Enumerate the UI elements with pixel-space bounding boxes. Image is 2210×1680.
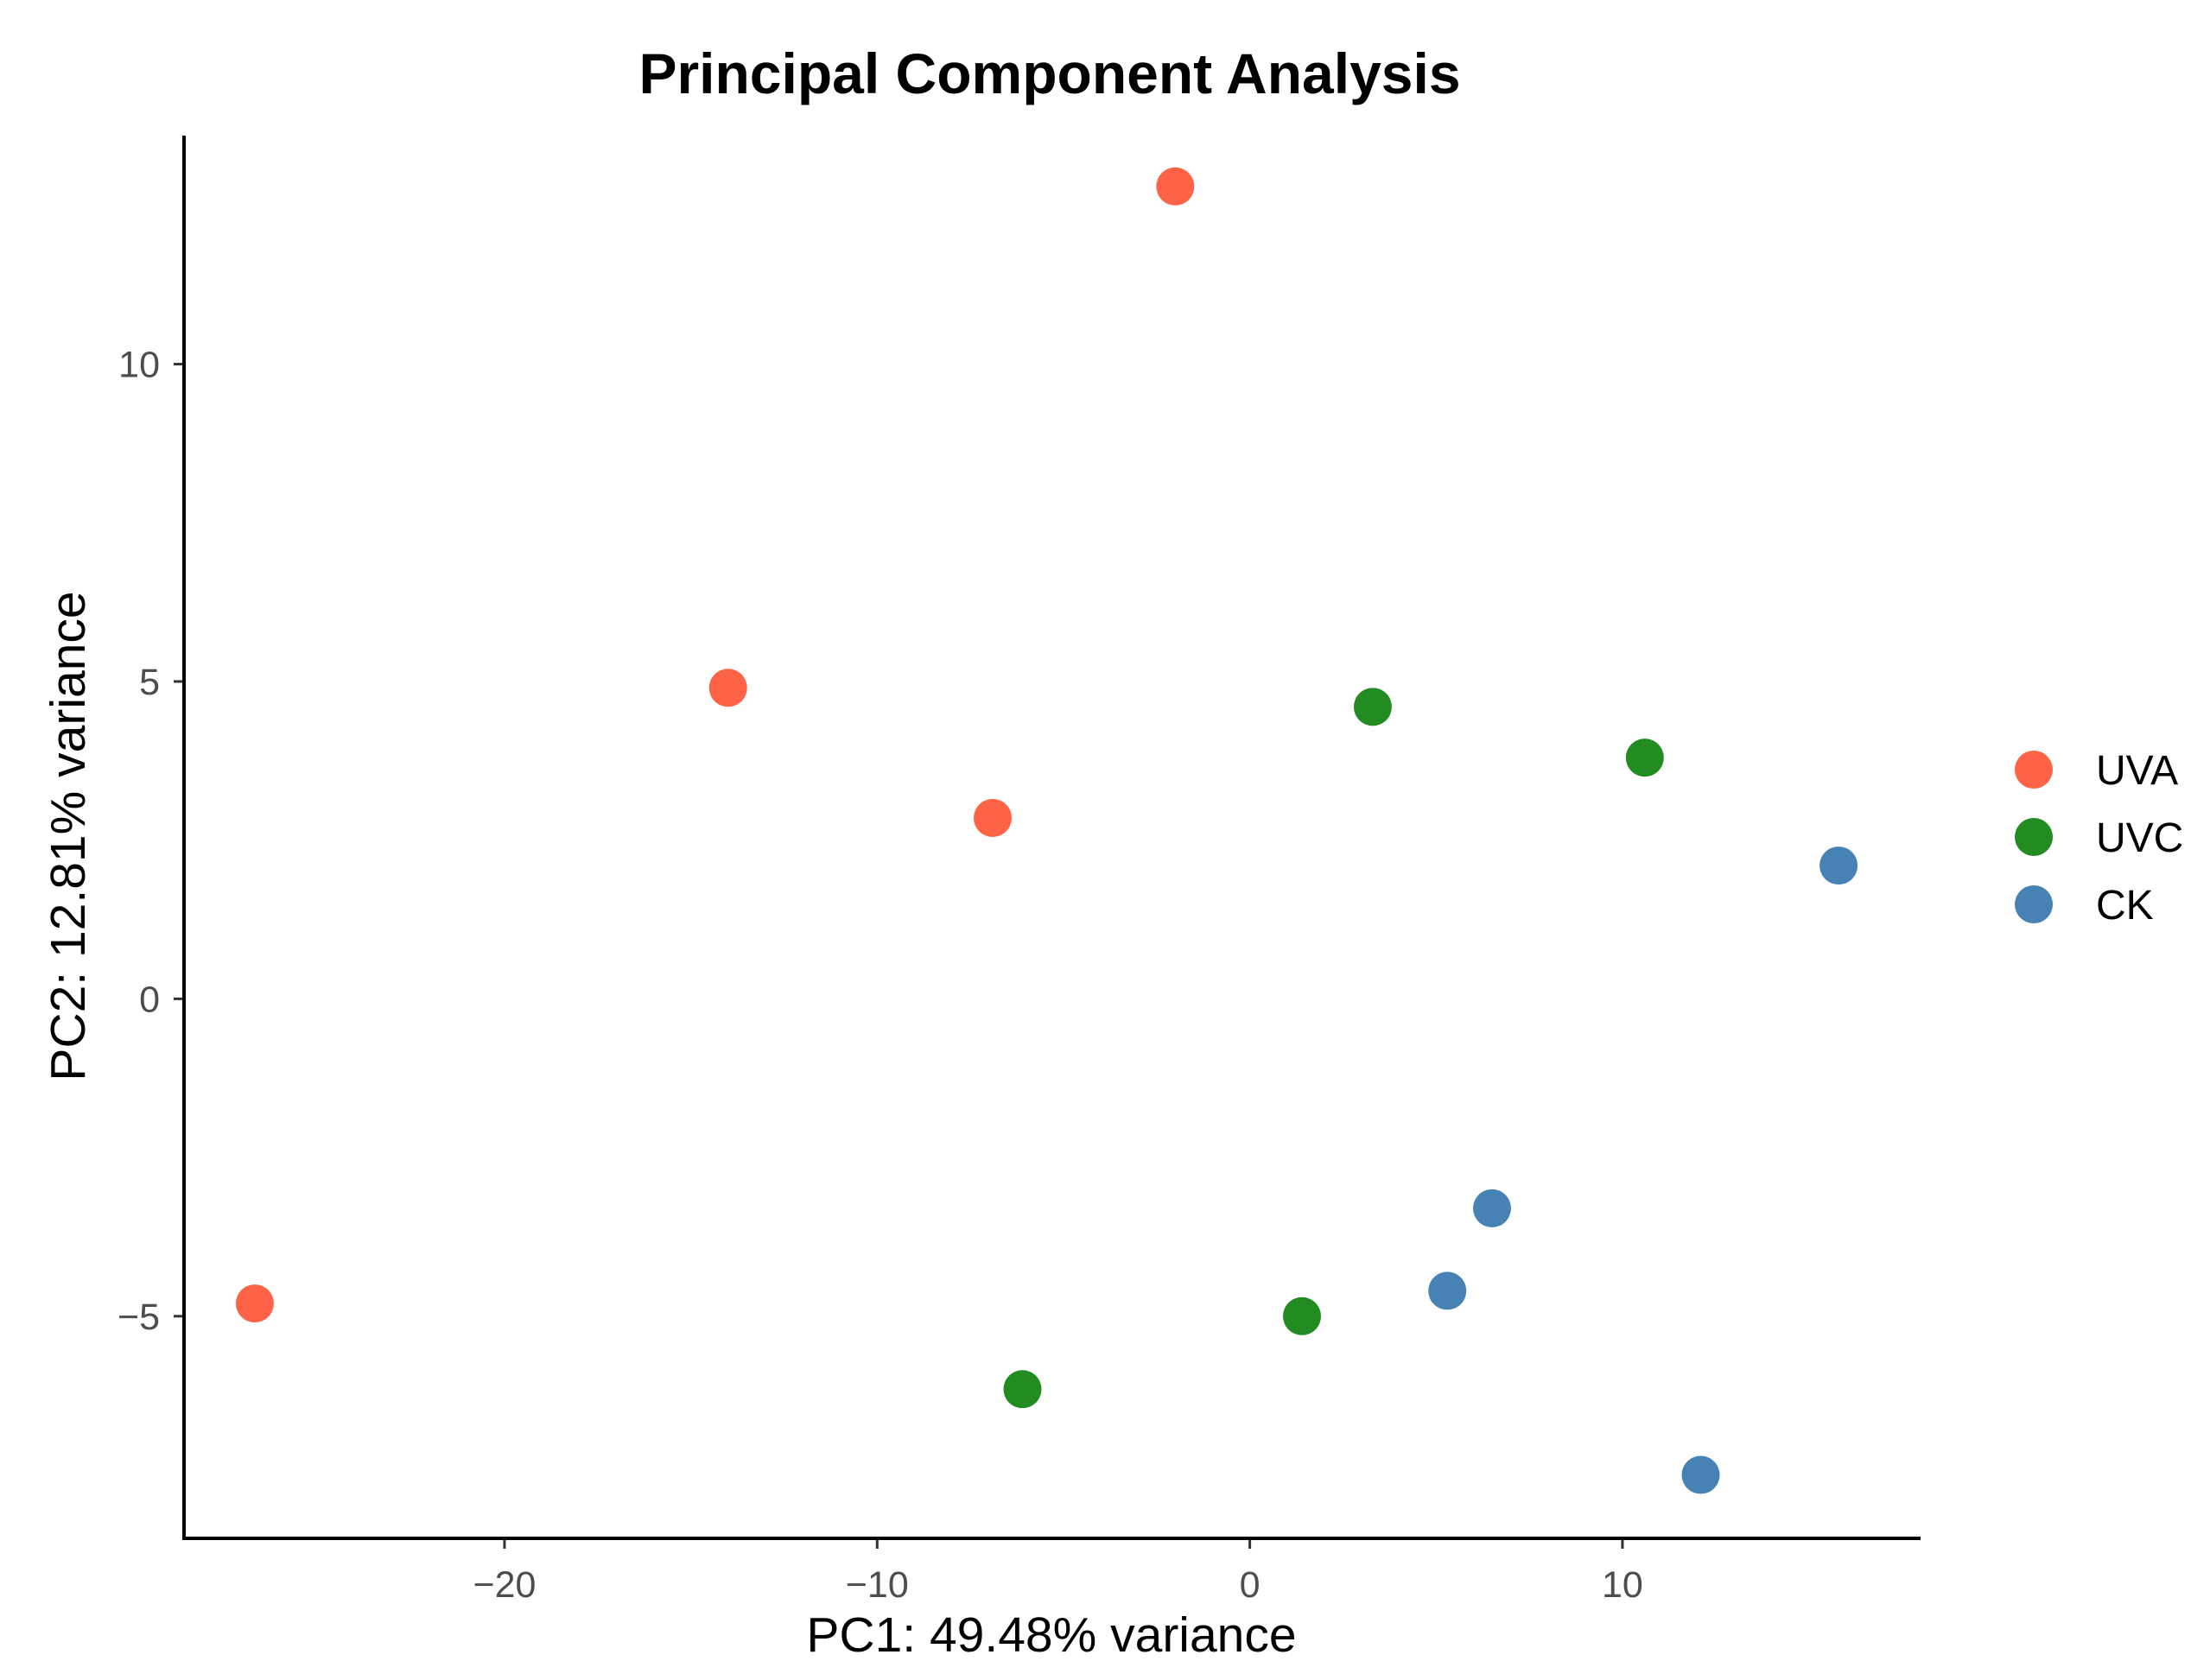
x-tick-label: −20 (473, 1564, 536, 1606)
legend-label-uva: UVA (2096, 748, 2178, 794)
data-point-uvc (1353, 688, 1392, 726)
data-point-ck (1428, 1271, 1467, 1310)
x-axis-ticks: −20 −10 0 10 (473, 1540, 1643, 1606)
y-tick-label: 10 (118, 345, 160, 386)
data-point-uvc (1003, 1370, 1042, 1409)
legend-key-uvc (2015, 818, 2053, 856)
x-tick-label: 0 (1240, 1564, 1261, 1606)
data-point-uva (708, 669, 747, 707)
data-points (235, 167, 1858, 1494)
data-point-uvc (1625, 739, 1664, 777)
y-tick-label: 0 (139, 979, 160, 1020)
x-tick-label: −10 (846, 1564, 909, 1606)
data-point-ck (1819, 846, 1858, 885)
data-point-uva (1156, 167, 1195, 206)
data-point-uva (235, 1284, 274, 1323)
x-axis-title: PC1: 49.48% variance (806, 1607, 1296, 1663)
y-tick-label: 5 (139, 662, 160, 703)
data-point-ck (1681, 1455, 1720, 1494)
legend-key-uva (2015, 751, 2053, 789)
legend-key-ck (2015, 885, 2053, 923)
legend-label-ck: CK (2096, 883, 2154, 929)
chart-title: Principal Component Analysis (638, 41, 1460, 105)
data-point-uva (973, 798, 1012, 837)
data-point-uvc (1282, 1296, 1321, 1335)
legend-label-uvc: UVC (2096, 815, 2183, 861)
axes (182, 136, 1921, 1540)
y-tick-label: −5 (117, 1296, 160, 1338)
y-axis-ticks: −5 0 5 10 (117, 345, 182, 1338)
x-tick-label: 10 (1602, 1564, 1643, 1606)
data-point-ck (1472, 1189, 1511, 1227)
y-axis-title: PC2: 12.81% variance (41, 591, 96, 1081)
legend: UVA UVC CK (2015, 748, 2183, 929)
